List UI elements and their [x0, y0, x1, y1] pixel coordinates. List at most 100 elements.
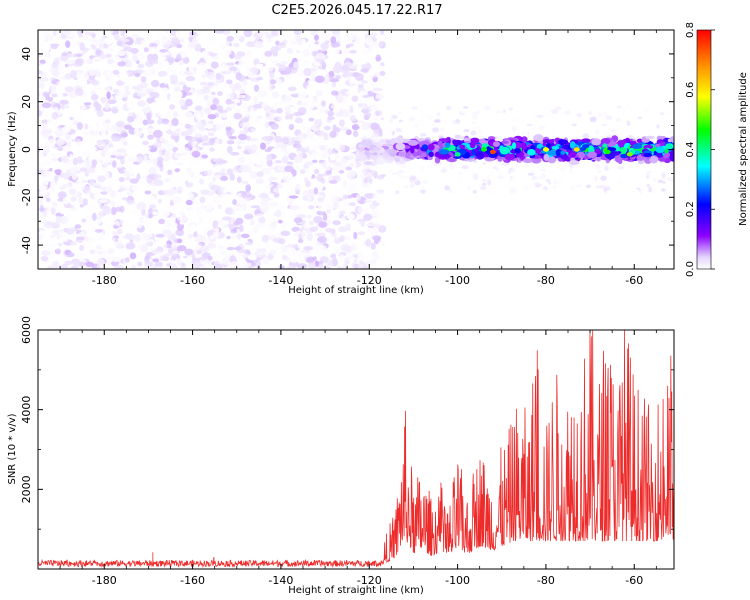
spectrogram-cell — [256, 242, 265, 250]
spectrogram-cell — [509, 168, 517, 171]
spectrogram-cell — [519, 122, 523, 128]
spectrogram-cell — [421, 167, 426, 173]
spectrogram-cell — [182, 236, 191, 242]
spectrogram-cell — [363, 199, 373, 204]
spectrogram-cell — [463, 106, 469, 109]
spectrogram-cell — [638, 188, 642, 194]
spectrogram-cell — [159, 49, 169, 53]
spectrogram-cell — [151, 249, 159, 255]
spectrogram-cell — [113, 33, 120, 41]
spectrogram-cell — [116, 155, 125, 160]
spectrogram-cell — [420, 189, 426, 194]
spectrogram-cell — [427, 115, 434, 120]
spectrogram-cell — [345, 223, 352, 232]
spectrogram-cell — [326, 266, 331, 269]
spectrogram-cell — [385, 105, 391, 110]
spectrogram-cell — [54, 56, 59, 65]
spectrogram-cell — [291, 44, 296, 50]
spectrogram-cell — [172, 68, 178, 74]
snr-panel: -180 -160 -140 -120 -100 -80 -60 200040006000 … — [7, 316, 675, 596]
spectrogram-cell — [588, 111, 592, 115]
snr-x-tick-label: -120 — [357, 574, 382, 587]
spectrogram-cell — [164, 60, 170, 69]
spectrogram-cell — [191, 160, 199, 165]
spectrogram-cell — [551, 145, 560, 150]
spectrogram-cell — [137, 64, 145, 69]
spectrogram-cell — [249, 111, 256, 116]
spectrogram-cell — [75, 251, 86, 258]
spectrogram-cell — [490, 189, 495, 194]
spectrogram-cell — [572, 170, 577, 177]
spectrogram-cell — [267, 37, 272, 43]
spectrogram-cell — [396, 161, 401, 167]
spectrogram-cell — [63, 145, 70, 153]
spectrogram-cell — [51, 89, 57, 94]
spectrogram-cell — [330, 253, 337, 259]
spectrogram-cell — [655, 146, 665, 154]
spectrogram-cell — [238, 260, 245, 266]
spectrogram-cell — [366, 167, 371, 172]
spectrogram-cell — [542, 173, 546, 179]
spectrogram-cell — [215, 37, 222, 43]
spectrogram-cell — [561, 160, 568, 167]
spectrogram-cell — [83, 85, 92, 94]
spectrogram-cell — [180, 262, 186, 267]
spectrogram-cell — [282, 39, 288, 45]
spectrogram-cell — [260, 168, 268, 173]
spectrogram-cell — [591, 138, 602, 146]
spectrogram-cell — [432, 127, 439, 133]
spectrogram-cell — [70, 196, 77, 202]
spectrogram-cell — [398, 151, 407, 157]
spectrogram-cell — [253, 103, 264, 109]
spectrogram-cell — [395, 142, 406, 151]
spectrogram-cell — [60, 209, 65, 215]
spectrogram-cell — [71, 173, 78, 181]
spectrogram-cell — [228, 223, 235, 231]
spectrogram-cell — [291, 38, 296, 42]
spectrogram-cell — [358, 120, 364, 123]
spectrogram-cell — [310, 75, 316, 82]
spectrogram-cell — [521, 136, 528, 143]
spectrogram-cell — [420, 152, 427, 158]
spectrogram-cell — [418, 118, 423, 122]
spectrogram-cell — [39, 90, 45, 98]
spectrogram-cell — [134, 40, 139, 45]
spectrogram-cell — [447, 157, 457, 163]
spectrogram-cell — [365, 194, 375, 200]
spectrogram-cell — [147, 145, 157, 149]
spectrogram-cell — [100, 191, 108, 195]
spectrogram-cell — [380, 119, 385, 123]
spectrogram-cell — [162, 189, 168, 194]
spectrogram-cell — [92, 122, 98, 132]
spectrogram-cell — [499, 146, 510, 155]
spectrogram-cell — [282, 176, 290, 184]
spectrogram-cell — [78, 34, 84, 38]
spectrogram-cell — [199, 81, 207, 86]
spectrogram-peak — [454, 152, 461, 157]
spectrogram-cell — [363, 177, 368, 184]
spectrogram-cell — [312, 159, 318, 163]
spectrogram-cell — [667, 130, 674, 136]
spectrogram-cell — [112, 108, 119, 114]
spectrogram-cell — [428, 151, 434, 158]
spectrogram-cell — [348, 141, 355, 148]
snr-x-tick-label: -180 — [92, 574, 117, 587]
spectrogram-cell — [77, 111, 84, 118]
spectrogram-x-label: Height of straight line (km) — [288, 285, 424, 296]
spectrogram-cell — [130, 66, 138, 71]
spectrogram-cell — [444, 142, 451, 149]
spectrogram-cell — [255, 63, 264, 68]
spectrogram-cell — [374, 223, 381, 228]
spectrogram-cell — [372, 146, 381, 151]
spectrogram-cell — [70, 69, 77, 79]
spectrogram-cell — [174, 80, 181, 89]
spectrogram-cell — [601, 126, 606, 131]
spectrogram-cell — [67, 204, 75, 208]
spectrogram-cell — [84, 185, 90, 192]
spectrogram-cell — [142, 140, 149, 146]
spectrogram-cell — [251, 50, 256, 55]
spectrogram-cell — [509, 187, 516, 194]
spectrogram-cell — [289, 66, 298, 74]
